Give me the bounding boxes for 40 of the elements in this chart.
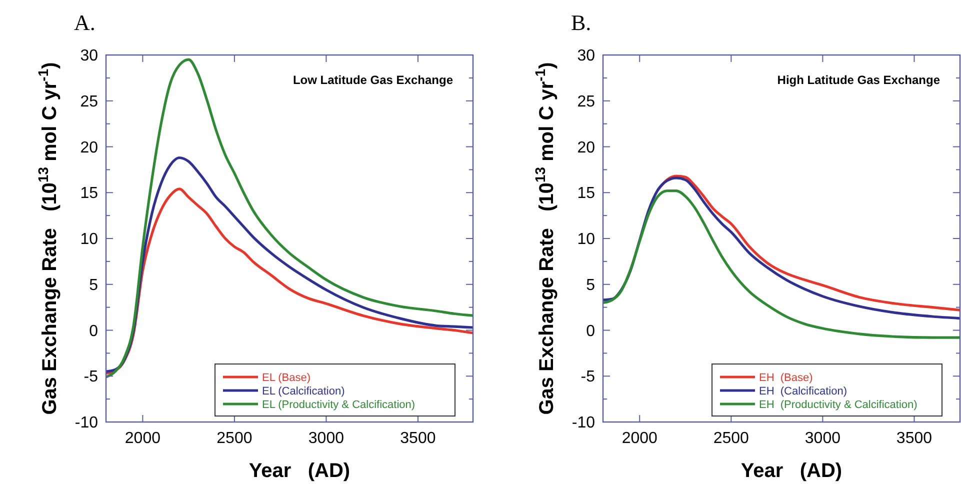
- x-tick-label: 2000: [124, 430, 161, 447]
- y-tick-label: 25: [577, 93, 596, 110]
- y-tick-label: -10: [74, 414, 98, 432]
- x-axis-title: Year (AD): [248, 460, 350, 482]
- x-tick-label: 3500: [896, 430, 932, 447]
- y-tick-label: -10: [572, 414, 596, 432]
- y-tick-label: 10: [577, 231, 596, 248]
- y-tick-label: 5: [89, 276, 98, 294]
- y-tick-label: 15: [80, 185, 98, 202]
- annotation: Low Latitude Gas Exchange: [292, 73, 454, 87]
- x-tick-label: 3500: [400, 430, 436, 447]
- chart-title: B.: [571, 10, 592, 35]
- legend-label: EH (Base): [759, 372, 813, 384]
- legend-label: EL (Calcification): [262, 385, 345, 398]
- line-series: [603, 189, 960, 339]
- line-series: [656, 174, 960, 312]
- y-tick-label: -5: [580, 368, 596, 386]
- y-tick-label: 5: [586, 276, 596, 294]
- legend-label: EL (Productivity & Calcification): [262, 398, 416, 411]
- y-tick-label: 30: [80, 48, 98, 65]
- x-axis-title: Year (AD): [740, 460, 842, 482]
- y-tick-label: 20: [577, 139, 596, 156]
- x-tick-label: 2000: [622, 430, 658, 447]
- legend-label: EH (Calcification): [759, 385, 848, 398]
- x-tick-label: 2500: [713, 430, 750, 447]
- y-tick-label: 25: [80, 93, 98, 110]
- legend-label: EL (Base): [262, 372, 311, 384]
- x-tick-label: 3000: [308, 430, 344, 447]
- y-tick-label: 0: [586, 322, 596, 340]
- y-tick-label: 10: [80, 231, 98, 248]
- y-tick-label: 20: [80, 139, 98, 156]
- x-tick-label: 2500: [216, 430, 252, 447]
- y-tick-label: 30: [577, 48, 596, 65]
- chart-title: A.: [74, 10, 96, 35]
- legend-label: EH (Productivity & Calcification): [759, 398, 918, 411]
- y-tick-label: 15: [577, 185, 596, 202]
- y-tick-label: -5: [84, 368, 98, 386]
- annotation: High Latitude Gas Exchange: [777, 73, 940, 87]
- x-tick-label: 3000: [804, 430, 841, 447]
- y-tick-label: 0: [89, 322, 98, 340]
